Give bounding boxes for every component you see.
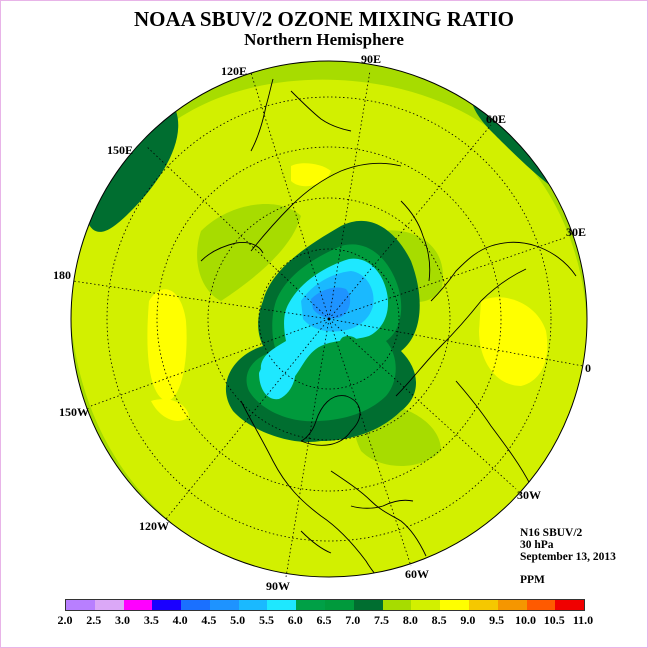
latitude-circle-50n: [207, 197, 451, 441]
colorbar-tick-label: 5.5: [258, 613, 274, 627]
meridian-180: [72, 280, 330, 320]
meridian-90e: [328, 70, 371, 320]
colorbar-swatch: [497, 600, 527, 610]
field-8.5-9.0-east: [479, 297, 548, 386]
colorbar-tick-label: 2.5: [86, 613, 102, 627]
colorbar: [65, 599, 585, 611]
colorbar-swatch: [526, 600, 556, 610]
date-label: September 13, 2013: [520, 551, 616, 563]
india-coast: [290, 90, 352, 132]
lon-label-150e: 150E: [107, 143, 134, 157]
colorbar-swatch: [440, 600, 469, 610]
figure-title: NOAA SBUV/2 OZONE MIXING RATIO: [134, 7, 514, 31]
east-asia-coast: [250, 78, 274, 152]
meridian-120e: [250, 72, 330, 320]
lon-label-90w: 90W: [266, 579, 290, 593]
colorbar-tick-label: 4.5: [201, 613, 217, 627]
colorbar-tick-label: 11.0: [572, 613, 594, 627]
colorbar-swatch: [325, 600, 354, 610]
colorbar-tick-label: 5.0: [230, 613, 246, 627]
colorbar-tick-label: 10.0: [514, 613, 536, 627]
colorbar-swatch: [94, 600, 124, 610]
lon-label-120w: 120W: [139, 519, 169, 533]
colorbar-tick-label: 6.0: [287, 613, 303, 627]
hudson-bay-coast: [300, 395, 361, 446]
lon-label-90e: 90E: [361, 52, 382, 66]
greenland-europe-coast: [395, 268, 527, 397]
lon-label-30w: 30W: [517, 488, 541, 502]
coastlines: [200, 78, 577, 577]
caribbean-coast: [300, 530, 332, 554]
colorbar-tick-label: 9.5: [489, 613, 505, 627]
eastern-us-coast: [330, 470, 427, 557]
instrument-label: N16 SBUV/2: [520, 527, 583, 539]
units-label: PPM: [520, 574, 545, 586]
colorbar-swatch: [468, 600, 498, 610]
colorbar-swatch: [353, 600, 383, 610]
colorbar-swatch: [66, 600, 95, 610]
colorbar-tick-label: 10.5: [543, 613, 565, 627]
gulf-coast: [350, 499, 414, 509]
lon-label-60w: 60W: [405, 567, 429, 581]
map-boundary-circle: [70, 60, 588, 578]
colorbar-swatch: [267, 600, 297, 610]
lon-label-0: 0: [585, 361, 591, 375]
graticule: [72, 70, 584, 578]
field-8.5-9.0-sw: [151, 399, 189, 421]
field-5.5-6.0-secondary: [259, 359, 296, 400]
alaska-coast: [200, 242, 264, 262]
colorbar-tick-label: 9.0: [460, 613, 476, 627]
colorbar-tick-label: 7.0: [345, 613, 361, 627]
colorbar-ticks: 2.0 2.5 3.0 3.5 4.0 4.5 5.0 5.5 6.0 6.5 7.0 7.5 8.0 8…: [1, 613, 647, 629]
latitude-circle-10n: [106, 96, 552, 542]
americas-west-coast: [240, 400, 390, 577]
figure-subtitle: Northern Hemisphere: [244, 30, 404, 49]
latitude-circle-70n: [258, 248, 400, 390]
meridian-60w: [328, 318, 412, 567]
colorbar-swatch: [209, 600, 239, 610]
colorbar-swatch: [296, 600, 326, 610]
colorbar-swatch: [123, 600, 153, 610]
field-8.5-9.0-west: [147, 289, 187, 401]
pressure-level-label: 30 hPa: [520, 539, 554, 551]
lon-label-60e: 60E: [486, 112, 507, 126]
ozone-contour-field: [71, 61, 587, 577]
colorbar-swatch: [555, 600, 585, 610]
lon-label-180: 180: [53, 268, 71, 282]
field-7.0-7.5-nw-patch: [87, 111, 179, 232]
colorbar-tick-label: 8.0: [402, 613, 418, 627]
latitude-circle-30n: [156, 146, 502, 492]
colorbar-swatch: [238, 600, 268, 610]
siberia-coast: [250, 162, 402, 252]
field-7.5-8.0-lobe-west: [197, 204, 301, 301]
colorbar-tick-label: 7.5: [374, 613, 390, 627]
scandinavia-coast: [430, 241, 577, 302]
lon-label-30e: 30E: [566, 225, 587, 239]
colorbar-swatch: [382, 600, 412, 610]
colorbar-tick-label: 4.0: [172, 613, 188, 627]
colorbar-swatch: [411, 600, 441, 610]
colorbar-tick-label: 6.5: [316, 613, 332, 627]
colorbar-tick-label: 3.5: [143, 613, 159, 627]
colorbar-tick-label: 8.5: [431, 613, 447, 627]
field-4.5-5.0: [311, 287, 351, 319]
meridian-120w: [165, 318, 330, 520]
lon-label-120e: 120E: [221, 64, 248, 78]
ural-coast: [400, 200, 431, 282]
meridian-0: [328, 318, 584, 367]
colorbar-tick-label: 2.0: [57, 613, 73, 627]
colorbar-swatch: [181, 600, 210, 610]
lon-label-150w: 150W: [59, 405, 89, 419]
colorbar-tick-label: 3.0: [115, 613, 131, 627]
colorbar-swatch: [152, 600, 182, 610]
field-8.5-9.0-north: [291, 163, 331, 187]
africa-north-coast: [455, 380, 532, 487]
field-6.5-7.0-pocket: [338, 335, 362, 362]
